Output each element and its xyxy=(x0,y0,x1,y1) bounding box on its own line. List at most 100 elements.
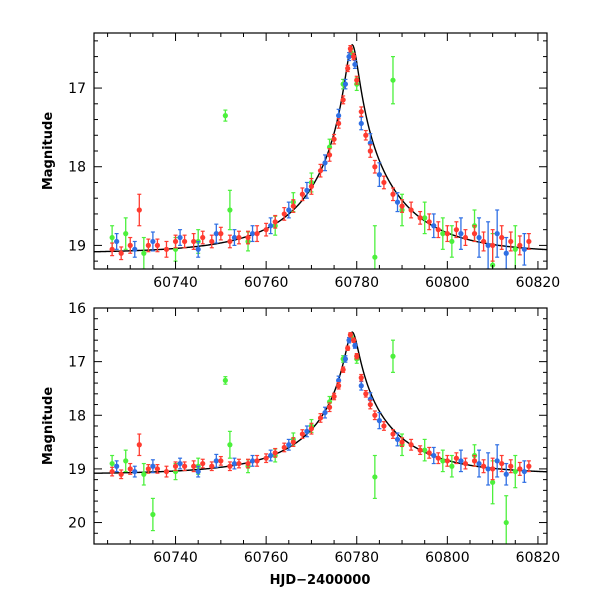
top-data-point xyxy=(503,236,509,269)
top-data-point xyxy=(390,187,396,202)
bottom-y-tick-label: 19 xyxy=(68,462,86,478)
top-data-point xyxy=(227,234,233,249)
top-data-point xyxy=(408,201,414,219)
bottom-data-point xyxy=(218,455,224,466)
bottom-data-point xyxy=(422,438,428,462)
top-data-point xyxy=(118,246,124,261)
top-data-point xyxy=(127,236,133,254)
top-data-point xyxy=(417,210,423,225)
top-x-tick-label: 60820 xyxy=(516,275,561,291)
top-data-point xyxy=(526,233,532,250)
bottom-data-point xyxy=(191,460,197,473)
bottom-y-tick-label: 18 xyxy=(68,408,86,424)
bottom-data-point xyxy=(172,461,179,472)
bottom-data-point xyxy=(132,465,138,478)
top-data-point xyxy=(154,238,161,253)
top-data-point xyxy=(462,229,469,246)
top-data-point xyxy=(499,225,505,250)
top-data-point xyxy=(346,52,352,62)
bottom-data-point xyxy=(150,497,156,532)
top-data-point xyxy=(136,193,142,227)
top-data-point xyxy=(480,231,487,252)
top-data-point xyxy=(444,225,450,243)
top-data-point xyxy=(177,229,183,246)
top-data-point xyxy=(290,199,296,213)
bottom-data-point xyxy=(435,452,441,465)
bottom-data-point xyxy=(118,469,124,480)
top-panel-ticks: 60740 60760 60780 60800 60820 17 18 19 xyxy=(68,33,560,291)
top-x-tick-label: 60740 xyxy=(153,275,198,291)
bottom-data-point xyxy=(449,454,455,478)
bottom-data-point xyxy=(381,421,387,431)
top-data-point xyxy=(431,213,437,239)
x-axis-label: HJD−2400000 xyxy=(270,573,371,588)
top-data-point xyxy=(485,221,491,269)
top-data-point xyxy=(326,148,333,162)
top-data-point xyxy=(376,162,382,187)
top-data-point xyxy=(263,222,269,237)
bottom-data-point xyxy=(200,458,206,469)
top-data-point xyxy=(150,231,156,252)
top-data-point xyxy=(236,230,242,245)
bottom-data-point xyxy=(345,345,351,351)
bottom-data-point xyxy=(503,462,509,486)
top-data-point xyxy=(317,163,324,178)
bottom-y-axis-label: Magnitude xyxy=(41,387,56,466)
bottom-x-tick-label: 60740 xyxy=(153,550,198,566)
bottom-data-point xyxy=(440,449,446,473)
top-data-point xyxy=(422,201,428,235)
top-data-point xyxy=(508,231,514,252)
bottom-data-point xyxy=(236,458,242,469)
top-data-point xyxy=(249,225,256,243)
bottom-data-point xyxy=(340,366,346,373)
top-data-point xyxy=(449,225,455,258)
top-data-point xyxy=(435,221,441,239)
bottom-data-point xyxy=(326,402,333,413)
bottom-data-point xyxy=(499,454,505,473)
bottom-y-tick-label: 20 xyxy=(68,516,86,532)
top-data-point xyxy=(209,234,215,249)
top-y-tick-label: 18 xyxy=(68,160,86,176)
bottom-data-point xyxy=(317,413,324,423)
top-x-tick-label: 60780 xyxy=(334,275,379,291)
bottom-data-point xyxy=(322,406,328,419)
bottom-y-tick-label: 17 xyxy=(68,355,86,371)
bottom-data-point xyxy=(254,454,260,467)
top-y-axis-label: Magnitude xyxy=(41,112,56,191)
bottom-data-point xyxy=(399,437,405,447)
top-data-point xyxy=(367,144,373,158)
top-data-point xyxy=(231,229,238,246)
top-data-point xyxy=(182,234,188,249)
top-x-tick-label: 60800 xyxy=(425,275,470,291)
top-panel: 60740 60760 60780 60800 60820 17 18 19 Magnitud… xyxy=(41,32,560,336)
top-data-point xyxy=(195,240,201,258)
bottom-data-point xyxy=(462,457,469,470)
bottom-data-point xyxy=(471,454,478,467)
bottom-data-point xyxy=(372,454,378,500)
top-data-point xyxy=(308,177,315,195)
bottom-data-point xyxy=(145,464,151,474)
bottom-x-tick-label: 60780 xyxy=(334,550,379,566)
bottom-data-point xyxy=(480,459,487,474)
bottom-data-point xyxy=(136,433,142,457)
top-data-point xyxy=(476,217,482,258)
bottom-data-point xyxy=(177,457,183,470)
bottom-data-point xyxy=(494,444,500,478)
bottom-data-point xyxy=(231,457,238,470)
bottom-data-point xyxy=(517,461,523,476)
top-data-point xyxy=(304,181,310,199)
bottom-data-point xyxy=(195,465,201,478)
bottom-panel: 60740 60760 60780 60800 60820 16 17 18 19 20 Magn… xyxy=(41,301,560,588)
top-data-point xyxy=(150,289,155,336)
bottom-data-point xyxy=(526,460,532,473)
bottom-data-point xyxy=(503,495,509,544)
bottom-data-point xyxy=(141,462,147,486)
bottom-data-point xyxy=(347,332,353,338)
bottom-data-point xyxy=(263,453,269,464)
bottom-data-point xyxy=(431,446,437,465)
bottom-data-point xyxy=(394,432,401,447)
bottom-data-point xyxy=(308,422,315,435)
bottom-data-point xyxy=(408,438,414,451)
top-data-point xyxy=(440,217,446,250)
top-data-point xyxy=(352,59,358,70)
